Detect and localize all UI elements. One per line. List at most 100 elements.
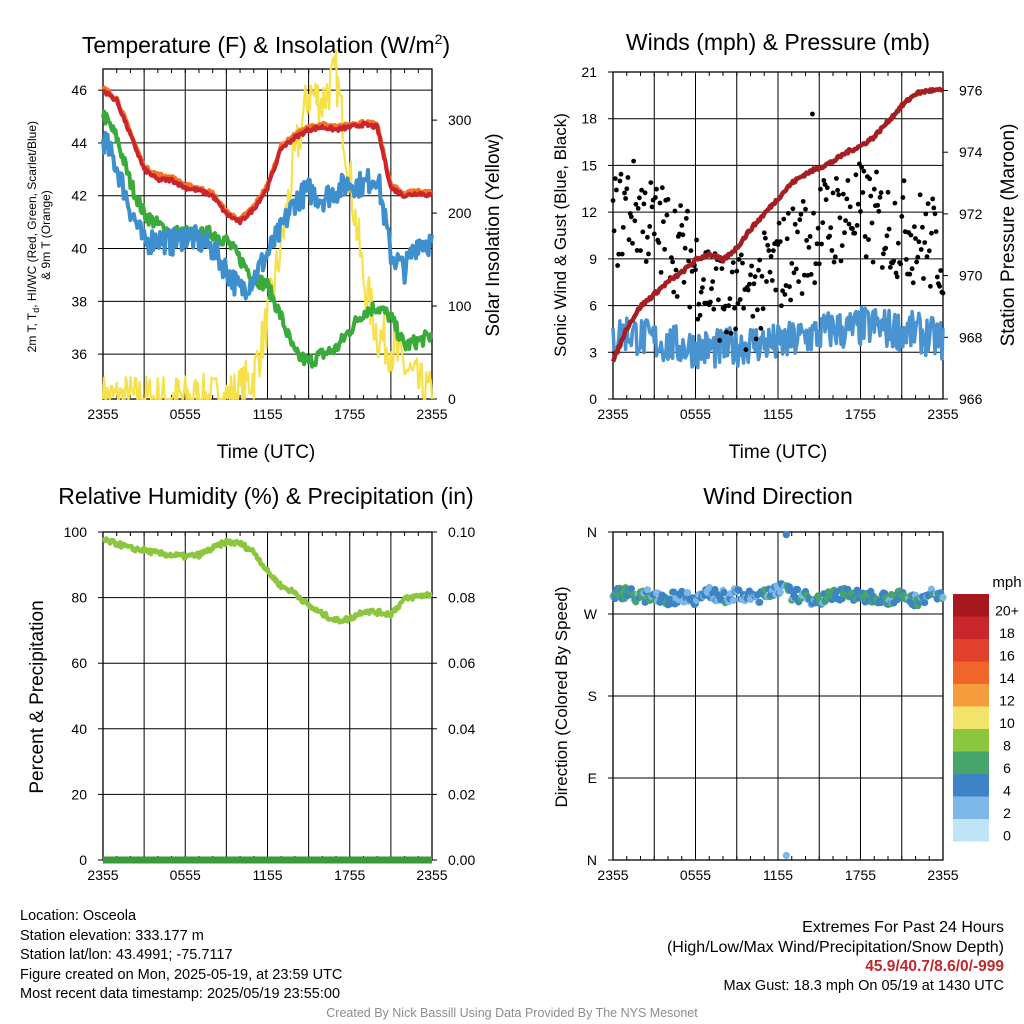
gust-point: [697, 312, 703, 318]
gust-point: [821, 178, 827, 183]
gust-point: [840, 191, 846, 197]
gust-point: [854, 223, 860, 228]
y-right-tick-label: 970: [959, 268, 983, 284]
gust-point: [633, 201, 639, 207]
gust-point: [816, 261, 822, 267]
gust-point: [730, 260, 736, 265]
gust-point: [859, 164, 864, 170]
gust-point: [701, 277, 706, 282]
gust-point: [771, 248, 776, 254]
y-tick-label: 40: [71, 721, 87, 737]
gust-point: [921, 276, 926, 281]
gust-point: [737, 297, 743, 302]
y-tick-label: N: [587, 524, 597, 540]
gust-point: [830, 190, 836, 196]
gust-point: [808, 272, 814, 277]
gust-point: [855, 201, 861, 207]
gust-point: [870, 259, 876, 265]
legend-label: 20+: [995, 603, 1019, 619]
legend-swatch: [953, 639, 989, 662]
figure-created: Figure created on Mon, 2025-05-19, at 23…: [20, 966, 343, 983]
gust-point: [649, 204, 655, 210]
gust-point: [717, 338, 722, 343]
gust-point: [788, 297, 793, 303]
gust-point: [834, 176, 839, 181]
y-tick-label: 0: [79, 852, 87, 868]
gust-point: [853, 172, 859, 178]
gust-point: [639, 187, 644, 193]
x-tick-label: 1155: [252, 867, 282, 883]
extremes-subtitle: (High/Low/Max Wind/Precipitation/Snow De…: [666, 938, 1004, 956]
y-tick-label: 38: [71, 293, 87, 309]
gust-point: [693, 267, 698, 273]
y-tick-label: 100: [64, 524, 88, 540]
x-tick-label: 2355: [416, 867, 447, 883]
gust-point: [917, 192, 923, 198]
gust-point: [867, 176, 873, 182]
gust-point: [632, 218, 638, 224]
x-tick-label: 2355: [597, 406, 628, 422]
gust-point: [819, 241, 824, 247]
y-right-tick-label: 0.06: [448, 655, 475, 671]
y-right-tick-label: 976: [959, 83, 983, 99]
gust-point: [931, 205, 937, 211]
gust-point: [912, 224, 917, 230]
gust-point: [680, 232, 686, 238]
legend-swatch: [953, 774, 989, 797]
direction-point: [877, 599, 885, 607]
direction-point: [921, 599, 929, 607]
direction-point: [678, 587, 686, 595]
y-tick-label: 21: [581, 64, 597, 80]
gust-point: [781, 216, 787, 222]
gust-point: [844, 196, 850, 202]
y-tick-label: W: [584, 606, 598, 622]
direction-point: [756, 598, 764, 606]
gust-point: [696, 301, 702, 307]
y-tick-label: 20: [71, 786, 87, 802]
gust-point: [877, 194, 883, 200]
gust-point: [625, 175, 631, 180]
gust-point: [884, 233, 890, 239]
x-tick-label: 1755: [334, 406, 365, 422]
gust-point: [687, 304, 693, 310]
y-right-tick-label: 974: [959, 144, 983, 160]
humidity-panel-title: Relative Humidity (%) & Precipitation (i…: [58, 483, 473, 509]
gust-point: [685, 208, 690, 214]
gust-point: [835, 187, 840, 193]
gust-point: [803, 206, 808, 212]
gust-point: [670, 259, 675, 265]
gust-point: [766, 248, 772, 253]
gust-point: [900, 195, 906, 200]
gust-point: [732, 305, 737, 311]
gust-point: [617, 178, 623, 184]
y-tick-label: E: [588, 770, 597, 786]
gust-point: [709, 286, 714, 292]
gust-point: [926, 248, 932, 254]
temperature-panel: Temperature (F) & Insolation (W/m2) Time…: [25, 31, 504, 463]
legend-label: 8: [1003, 738, 1011, 754]
gust-point: [665, 197, 671, 202]
gust-point: [713, 266, 719, 271]
gust-point: [804, 238, 809, 243]
gust-point: [623, 196, 628, 201]
gust-point: [631, 158, 636, 164]
gust-point: [806, 245, 812, 250]
gust-point: [814, 241, 820, 247]
gust-point: [920, 224, 925, 230]
legend-label: 18: [999, 625, 1015, 641]
gust-point: [726, 303, 732, 309]
gust-point: [651, 231, 657, 237]
direction-outlier-point: [782, 531, 790, 539]
gust-point: [857, 161, 862, 167]
extremes-title: Extremes For Past 24 Hours: [802, 919, 1004, 936]
gust-point: [887, 264, 893, 270]
gust-point: [930, 196, 936, 202]
y-tick-label: 42: [71, 188, 87, 204]
gust-point: [743, 347, 749, 353]
gust-point: [886, 226, 892, 232]
legend-label: 6: [1003, 760, 1011, 776]
gust-point: [924, 254, 930, 259]
gust-point: [899, 214, 905, 219]
legend-label: 12: [999, 693, 1015, 709]
gust-point: [852, 230, 858, 236]
